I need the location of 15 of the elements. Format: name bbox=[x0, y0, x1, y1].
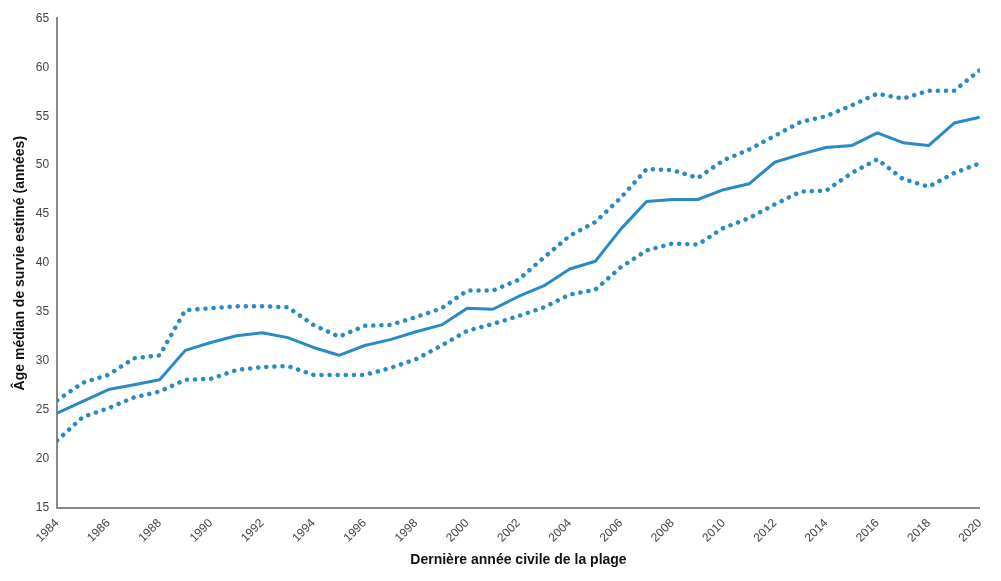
y-tick-label: 65 bbox=[35, 10, 50, 25]
y-tick-label: 30 bbox=[35, 353, 50, 368]
line-series bbox=[57, 157, 980, 443]
y-tick-label: 25 bbox=[35, 402, 50, 417]
y-tick-label: 50 bbox=[35, 157, 50, 172]
y-tick-label: 60 bbox=[35, 59, 50, 74]
y-axis-title: Âge médian de survie estimé (années) bbox=[10, 135, 28, 391]
y-tick-label: 55 bbox=[35, 108, 50, 123]
y-tick-label: 20 bbox=[35, 451, 50, 466]
y-tick-label: 35 bbox=[35, 304, 50, 319]
line-series bbox=[57, 67, 980, 403]
y-tick-label: 15 bbox=[35, 500, 50, 515]
y-tick-label: 45 bbox=[35, 206, 50, 221]
y-tick-label: 40 bbox=[35, 255, 50, 270]
x-axis-title: Dernière année civile de la plage bbox=[410, 551, 627, 568]
